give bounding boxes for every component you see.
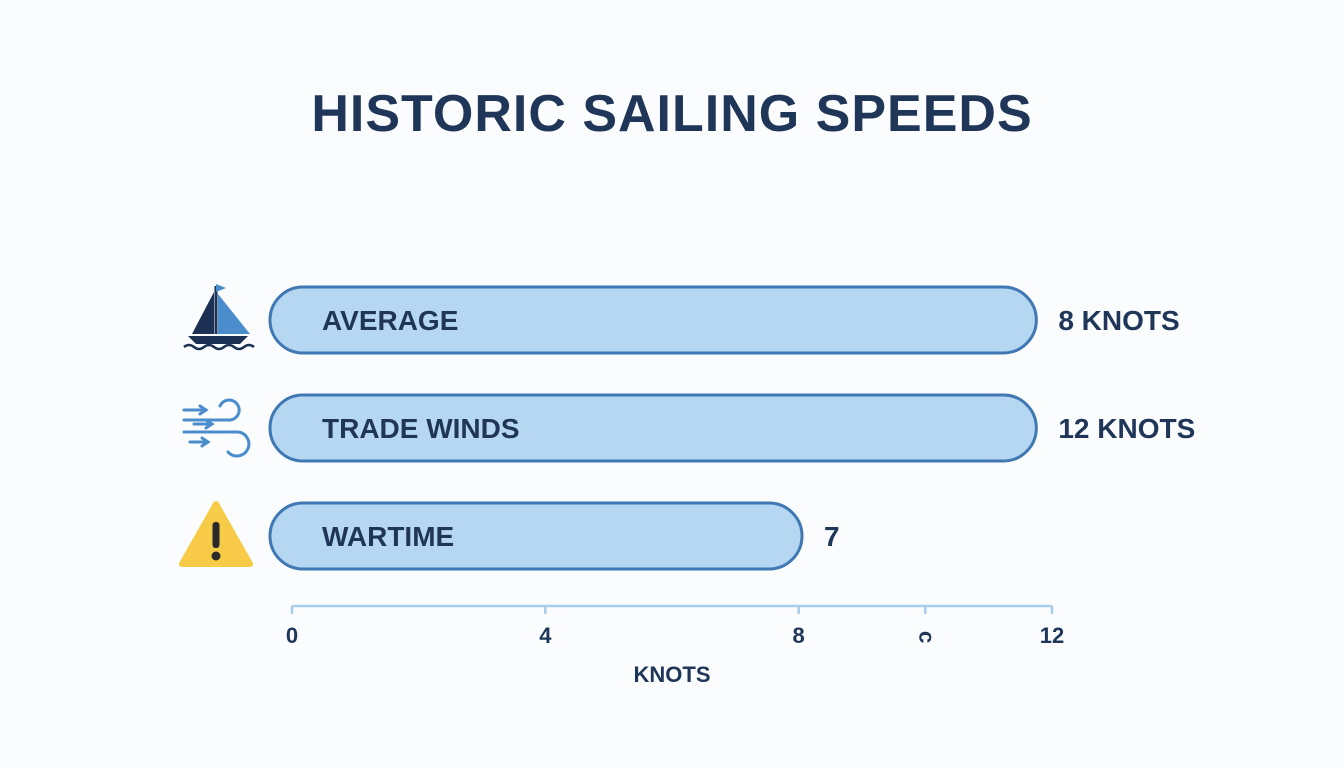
x-tick-label: 0 [286,623,298,648]
sailboat-icon [183,284,255,351]
value-label: 12 KNOTS [1058,413,1195,444]
bar [268,285,1038,355]
warning-icon [179,501,253,567]
bar [268,393,1038,463]
bar-row: AVERAGE 8 KNOTS [268,285,1180,355]
bar-row: TRADE WINDS 12 KNOTS [268,393,1195,463]
x-tick-label: 8 [793,623,805,648]
bars: AVERAGE 8 KNOTS TRADE WINDS 12 KNOTS WARTIME… [268,285,1195,571]
x-tick-label: 12 [1040,623,1064,648]
x-axis-title: KNOTS [634,662,711,687]
bar-label: TRADE WINDS [322,413,520,444]
bar-label: WARTIME [322,521,454,552]
x-tick-label: 4 [539,623,552,648]
row-icons [179,284,255,567]
wind-icon [182,398,251,458]
bar-row: WARTIME 7 [268,501,840,571]
chart-title: HISTORIC SAILING SPEEDS [311,85,1033,143]
bar [268,501,804,571]
value-label: 8 KNOTS [1058,305,1179,336]
value-label: 7 [824,521,840,552]
x-tick-label: ᴒ [919,623,933,648]
x-axis: 0 4 8 ᴒ 12 KNOTS [286,604,1064,687]
bar-label: AVERAGE [322,305,458,336]
